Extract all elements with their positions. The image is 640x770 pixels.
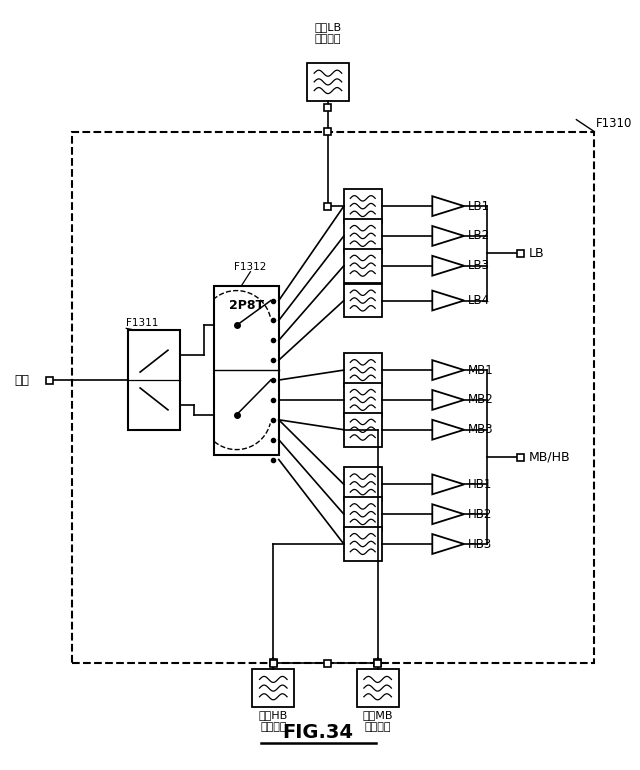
Bar (324, 660, 332, 667)
Polygon shape (432, 474, 464, 494)
Bar (517, 454, 524, 460)
Text: 2P8T: 2P8T (229, 299, 264, 312)
Bar (517, 249, 524, 257)
Text: LB4: LB4 (468, 294, 490, 307)
Bar (344, 527, 381, 561)
Text: F1311: F1311 (126, 318, 159, 328)
Polygon shape (432, 256, 464, 276)
Bar (344, 353, 381, 387)
Bar (356, 669, 399, 707)
Text: LB2: LB2 (468, 229, 490, 243)
Bar (374, 659, 381, 666)
Polygon shape (432, 196, 464, 216)
Polygon shape (432, 290, 464, 310)
Text: 外部LB
フィルタ: 外部LB フィルタ (314, 22, 342, 44)
Text: 外部MB
フィルタ: 外部MB フィルタ (362, 710, 393, 732)
Text: 外部HB
フィルタ: 外部HB フィルタ (259, 710, 288, 732)
Bar (344, 219, 381, 253)
Bar (344, 189, 381, 223)
Bar (344, 383, 381, 417)
Bar (324, 104, 332, 111)
Text: F1312: F1312 (234, 262, 267, 272)
Bar (72, 132, 595, 663)
Text: HB3: HB3 (468, 537, 492, 551)
Text: FIG.34: FIG.34 (282, 723, 353, 742)
Text: HB1: HB1 (468, 478, 492, 491)
Polygon shape (432, 360, 464, 380)
Text: F1310: F1310 (596, 116, 633, 129)
Text: LB: LB (529, 247, 545, 259)
Text: MB1: MB1 (468, 363, 494, 377)
Bar (344, 413, 381, 447)
Text: 入力: 入力 (14, 373, 29, 387)
Bar (307, 63, 349, 101)
Bar (344, 283, 381, 317)
Text: MB3: MB3 (468, 424, 493, 437)
Text: MB/HB: MB/HB (529, 450, 570, 464)
Polygon shape (432, 504, 464, 524)
Bar (344, 249, 381, 283)
Text: MB2: MB2 (468, 393, 494, 407)
Bar (344, 497, 381, 531)
Text: HB2: HB2 (468, 507, 492, 521)
Bar (270, 660, 276, 667)
Polygon shape (432, 420, 464, 440)
Bar (324, 128, 332, 135)
Bar (252, 669, 294, 707)
Bar (46, 377, 53, 383)
Bar (344, 467, 381, 501)
Bar (270, 659, 276, 666)
Bar (214, 286, 279, 454)
Bar (374, 660, 381, 667)
Text: LB1: LB1 (468, 199, 490, 213)
Bar (324, 203, 332, 209)
Polygon shape (432, 534, 464, 554)
Polygon shape (432, 390, 464, 410)
Bar (128, 330, 180, 430)
Polygon shape (432, 226, 464, 246)
Text: LB3: LB3 (468, 259, 490, 273)
